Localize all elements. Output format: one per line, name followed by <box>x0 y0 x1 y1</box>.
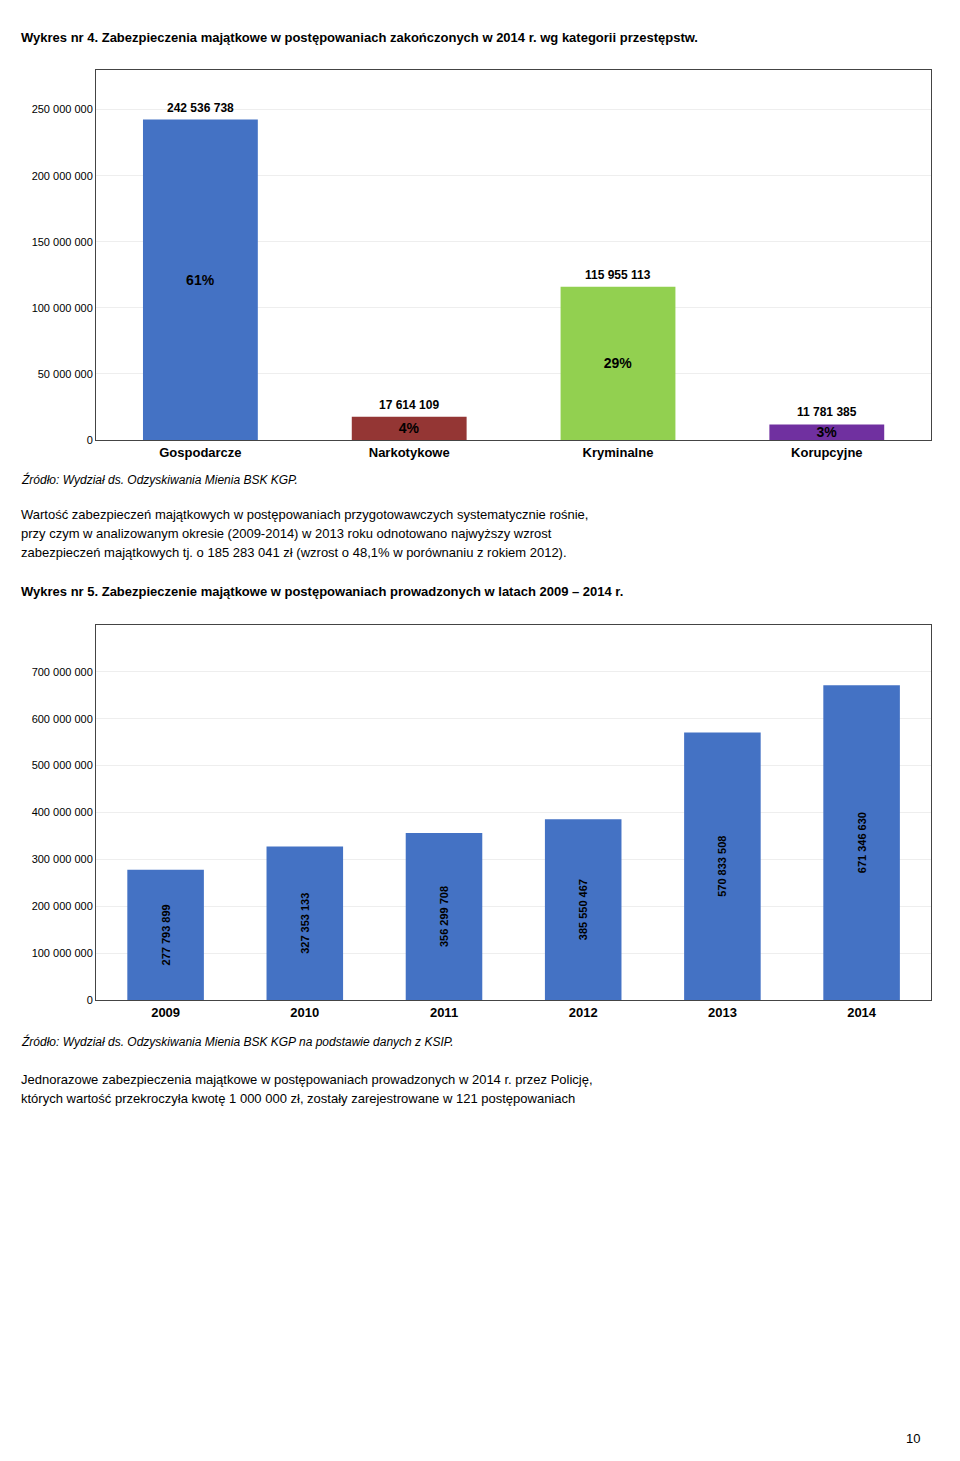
svg-text:Źródło: Wydział ds. Odzyskiwan: Źródło: Wydział ds. Odzyskiwania Mienia … <box>21 472 298 487</box>
svg-text:100 000 000: 100 000 000 <box>32 302 93 314</box>
svg-text:których wartość przekroczyła k: których wartość przekroczyła kwotę 1 000… <box>21 1091 575 1106</box>
svg-text:2012: 2012 <box>569 1005 598 1020</box>
svg-text:17 614 109: 17 614 109 <box>379 398 439 412</box>
svg-text:150 000 000: 150 000 000 <box>32 236 93 248</box>
svg-text:2013: 2013 <box>708 1005 737 1020</box>
svg-text:100 000 000: 100 000 000 <box>32 947 93 959</box>
svg-text:11 781 385: 11 781 385 <box>797 405 857 419</box>
svg-text:277 793 899: 277 793 899 <box>160 904 172 965</box>
svg-text:400 000 000: 400 000 000 <box>32 806 93 818</box>
svg-text:Kryminalne: Kryminalne <box>583 445 654 460</box>
svg-text:Narkotykowe: Narkotykowe <box>369 445 450 460</box>
svg-text:300 000 000: 300 000 000 <box>32 853 93 865</box>
svg-text:10: 10 <box>906 1431 920 1446</box>
svg-text:700 000 000: 700 000 000 <box>32 666 93 678</box>
svg-text:przy czym w analizowanym okres: przy czym w analizowanym okresie (2009-2… <box>21 526 552 541</box>
svg-text:Jednorazowe zabezpieczenia maj: Jednorazowe zabezpieczenia majątkowe w p… <box>21 1072 593 1087</box>
svg-text:500 000 000: 500 000 000 <box>32 759 93 771</box>
svg-text:671 346 630: 671 346 630 <box>856 812 868 873</box>
svg-text:2009: 2009 <box>151 1005 180 1020</box>
svg-text:2014: 2014 <box>847 1005 877 1020</box>
svg-text:2011: 2011 <box>430 1005 458 1020</box>
svg-text:Źródło: Wydział ds. Odzyskiwan: Źródło: Wydział ds. Odzyskiwania Mienia … <box>21 1034 454 1049</box>
svg-text:50 000 000: 50 000 000 <box>38 368 93 380</box>
svg-text:Wartość zabezpieczeń majątkowy: Wartość zabezpieczeń majątkowych w postę… <box>21 507 588 522</box>
svg-text:242 536 738: 242 536 738 <box>167 101 234 115</box>
svg-text:Gospodarcze: Gospodarcze <box>159 445 241 460</box>
svg-text:3%: 3% <box>816 424 837 440</box>
svg-text:356 299 708: 356 299 708 <box>438 886 450 947</box>
svg-text:29%: 29% <box>604 355 633 371</box>
svg-text:2010: 2010 <box>290 1005 319 1020</box>
svg-text:250 000 000: 250 000 000 <box>32 103 93 115</box>
svg-text:115 955 113: 115 955 113 <box>585 268 651 282</box>
svg-text:570 833 508: 570 833 508 <box>716 836 728 897</box>
svg-text:600 000 000: 600 000 000 <box>32 713 93 725</box>
svg-text:200 000 000: 200 000 000 <box>32 170 93 182</box>
svg-text:0: 0 <box>87 994 93 1006</box>
svg-text:0: 0 <box>87 434 93 446</box>
svg-text:61%: 61% <box>186 272 215 288</box>
svg-text:Wykres nr 4. Zabezpieczenia ma: Wykres nr 4. Zabezpieczenia majątkowe w … <box>21 30 698 45</box>
svg-text:385 550 467: 385 550 467 <box>577 879 589 940</box>
svg-text:zabezpieczeń majątkowych tj. o: zabezpieczeń majątkowych tj. o 185 283 0… <box>21 545 567 560</box>
svg-text:327 353 133: 327 353 133 <box>299 893 311 954</box>
svg-text:200 000 000: 200 000 000 <box>32 900 93 912</box>
svg-text:Korupcyjne: Korupcyjne <box>791 445 863 460</box>
svg-text:Wykres nr 5. Zabezpieczenie ma: Wykres nr 5. Zabezpieczenie majątkowe w … <box>21 584 623 599</box>
svg-text:4%: 4% <box>399 420 420 436</box>
